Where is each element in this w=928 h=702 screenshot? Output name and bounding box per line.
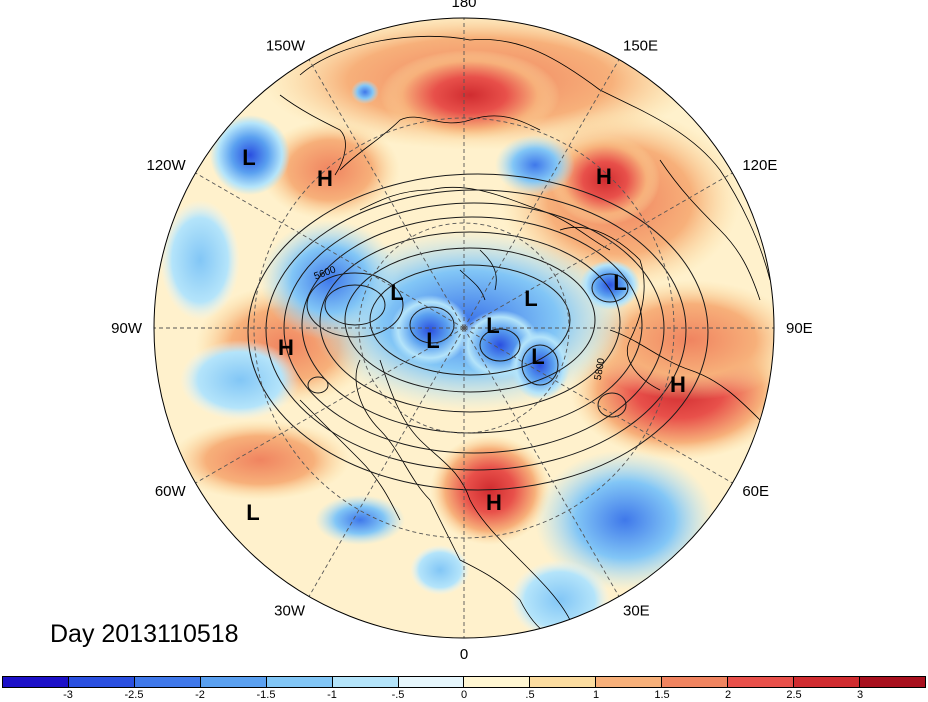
low-pressure-marker: L <box>426 328 439 353</box>
low-pressure-marker: L <box>524 286 537 311</box>
colorbar-box <box>596 677 663 687</box>
meridian-line <box>463 327 620 597</box>
meridian-line <box>308 327 465 597</box>
globe-outline <box>153 17 775 639</box>
colorbar-tick-label: 1.5 <box>654 689 670 701</box>
longitude-label: 60W <box>155 483 187 500</box>
colorbar-labels: -3 -2.5 -2 -1.5 -1 -.5 0 .5 1 1.5 2 2.5 3 <box>0 689 928 702</box>
longitude-label: 120W <box>146 157 186 174</box>
colorbar-box <box>266 677 333 687</box>
anomaly-shading <box>154 18 774 638</box>
contour-label-5800: 5800 <box>593 357 608 381</box>
polar-map: 90E 60E 30E 0 30W 60W 90W 120W 150W 180 150E 120E L… <box>111 0 813 663</box>
longitude-label: 150W <box>266 38 306 55</box>
colorbar-box <box>728 677 795 687</box>
colorbar-tick-label: -2.5 <box>124 689 144 701</box>
colorbar-tick-label: -.5 <box>391 689 405 701</box>
longitude-label: 30E <box>623 602 650 619</box>
colorbar-tick-label: 3 <box>856 689 864 701</box>
colorbar-box <box>134 677 201 687</box>
low-pressure-marker: L <box>486 313 499 338</box>
colorbar-box <box>464 677 531 687</box>
colorbar-tick-label: 0 <box>460 689 468 701</box>
meridian-line <box>195 172 465 329</box>
colorbar-box <box>3 677 69 687</box>
colorbar-tick-label: 2 <box>724 689 732 701</box>
high-pressure-marker: H <box>596 164 612 189</box>
colorbar-tick-label: .5 <box>525 689 535 701</box>
colorbar-box <box>530 677 597 687</box>
high-pressure-marker: H <box>317 166 333 191</box>
colorbar-tick-label: 2.5 <box>786 689 802 701</box>
meridian-line <box>308 59 465 329</box>
longitude-label: 120E <box>742 157 777 174</box>
longitude-label: 90W <box>111 320 143 337</box>
longitude-labels: 90E 60E 30E 0 30W 60W 90W 120W 150W 180 150E 120E <box>111 0 813 663</box>
colorbar-tick-label: -1 <box>327 689 337 701</box>
longitude-label: 30W <box>274 602 306 619</box>
colorbar-box <box>68 677 135 687</box>
day-label: Day 2013110518 <box>50 620 239 648</box>
high-pressure-marker: H <box>670 372 686 397</box>
colorbar-tick-label: -2 <box>195 689 205 701</box>
colorbar: -3 -2.5 -2 -1.5 -1 -.5 0 .5 1 1.5 2 2.5 3 <box>0 676 928 702</box>
meridian-line <box>463 172 733 329</box>
colorbar-tick-label: 1 <box>592 689 600 701</box>
low-pressure-marker: L <box>246 500 259 525</box>
high-pressure-marker: H <box>486 490 502 515</box>
longitude-label: 90E <box>786 320 813 337</box>
colorbar-box <box>859 677 925 687</box>
colorbar-boxes <box>2 676 926 688</box>
longitude-label: 150E <box>623 38 658 55</box>
meridian-line <box>463 59 620 329</box>
meridians <box>154 18 774 638</box>
colorbar-box <box>398 677 465 687</box>
colorbar-tick-label: -1.5 <box>256 689 276 701</box>
high-pressure-marker: H <box>278 335 294 360</box>
meridian-line <box>463 327 733 484</box>
colorbar-box <box>332 677 399 687</box>
low-pressure-marker: L <box>390 280 403 305</box>
meridian-line <box>195 327 465 484</box>
longitude-label: 0 <box>460 646 468 663</box>
longitude-label: 60E <box>742 483 769 500</box>
colorbar-box <box>794 677 860 687</box>
colorbar-tick-label: -3 <box>63 689 73 701</box>
height-contours <box>247 173 709 491</box>
coastlines <box>279 35 771 637</box>
low-pressure-marker: L <box>531 344 544 369</box>
low-pressure-marker: L <box>613 270 626 295</box>
low-pressure-marker: L <box>242 145 255 170</box>
colorbar-box <box>200 677 267 687</box>
colorbar-box <box>662 677 729 687</box>
longitude-label: 180 <box>451 0 476 11</box>
